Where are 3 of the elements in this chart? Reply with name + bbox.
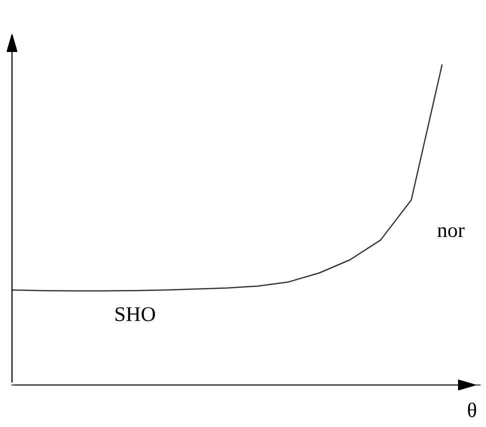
x-axis-title: θ [468,402,476,418]
annotation: SHO [116,307,155,322]
annotation: nor [437,227,465,238]
